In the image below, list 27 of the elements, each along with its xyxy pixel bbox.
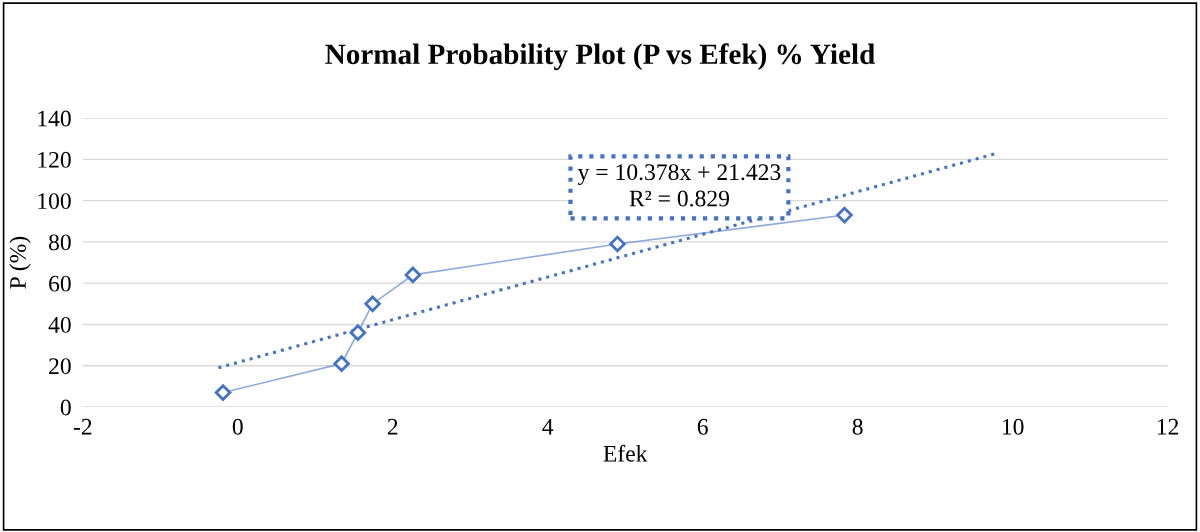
chart-title: Normal Probability Plot (P vs Efek) % Yield xyxy=(325,43,875,71)
x-tick-label: 4 xyxy=(542,418,554,435)
point xyxy=(404,266,422,284)
y-axis-title: P (%) xyxy=(9,236,31,289)
point xyxy=(333,355,350,372)
y-tick-label: 0 xyxy=(60,399,71,416)
x-axis-title: Efek xyxy=(603,444,648,462)
y-tick-label: 40 xyxy=(48,316,71,333)
y-tick-label: 120 xyxy=(38,151,71,168)
y-tick-label: 20 xyxy=(49,358,71,375)
point xyxy=(836,206,853,224)
y-tick-label: 60 xyxy=(49,275,71,292)
point xyxy=(349,324,367,341)
point xyxy=(214,384,232,401)
x-tick-label: 10 xyxy=(1002,418,1024,435)
x-tick-label: 12 xyxy=(1157,418,1179,435)
x-tick-label: 6 xyxy=(697,418,708,435)
y-tick-label: 80 xyxy=(48,234,71,251)
x-tick-label: -2 xyxy=(73,418,92,435)
annotation: y = 10.378x + 21.423 R² = 0.829 xyxy=(577,164,781,207)
x-tick-label: 8 xyxy=(852,418,863,435)
point xyxy=(609,235,626,253)
x-tick-label: 2 xyxy=(387,418,398,435)
x-tick-label: 0 xyxy=(232,418,243,435)
y-tick-label: 140 xyxy=(38,110,71,127)
y-tick-label: 100 xyxy=(38,193,71,210)
point xyxy=(364,295,381,313)
